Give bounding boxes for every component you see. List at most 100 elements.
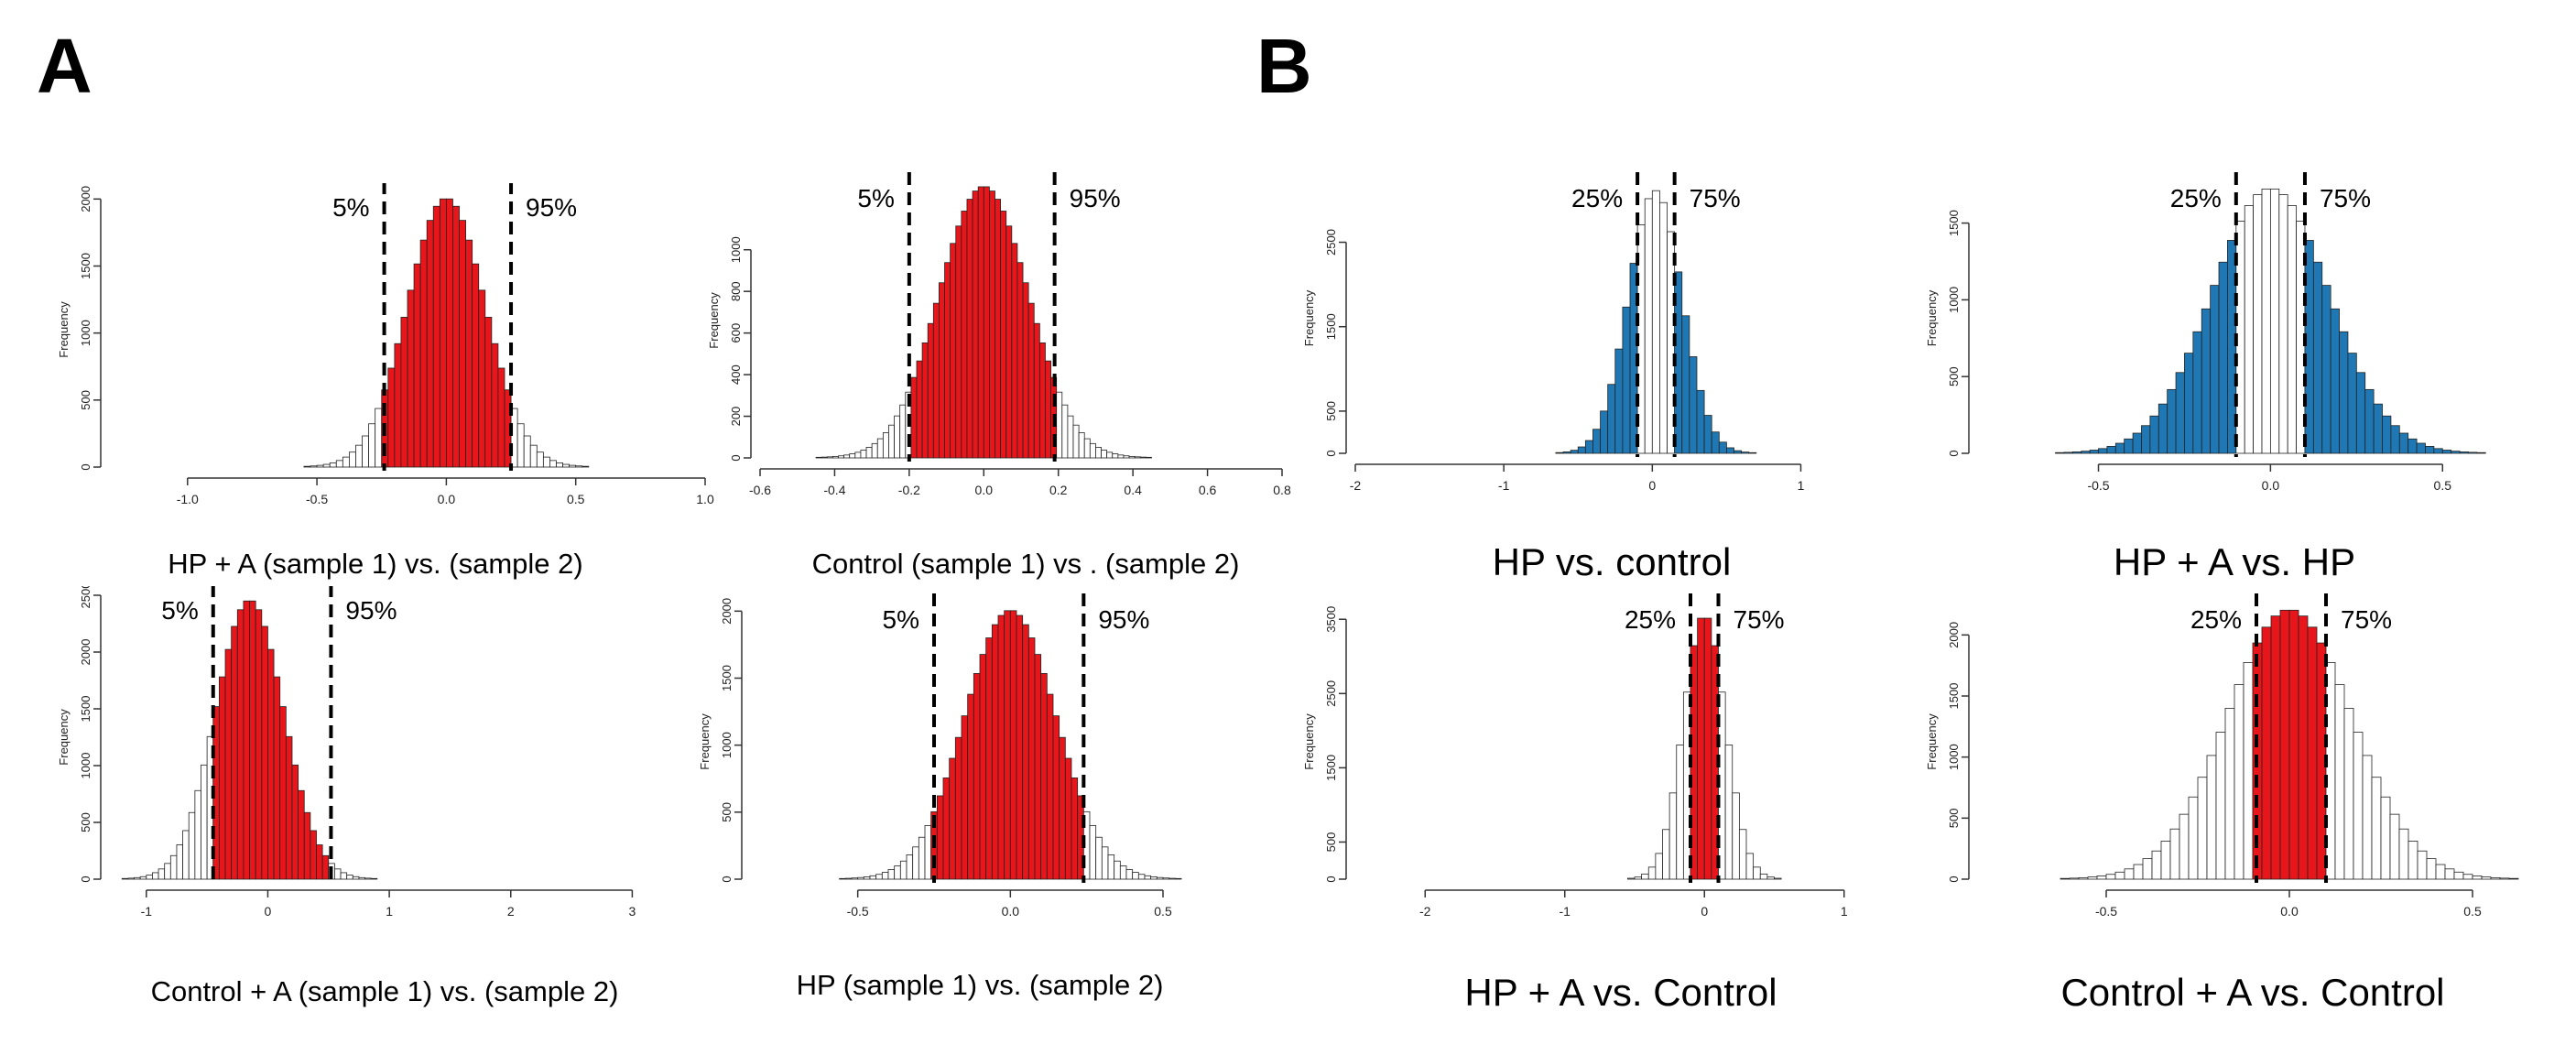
histogram-bar <box>334 868 342 880</box>
x-tick-label: -2 <box>1419 904 1431 919</box>
histogram-bars <box>303 198 590 468</box>
histogram-bar <box>2210 285 2220 454</box>
histogram-bar <box>944 262 951 459</box>
x-tick-label: 0.8 <box>1273 483 1291 497</box>
histogram-bar <box>843 454 851 459</box>
histogram-bar <box>1681 315 1690 454</box>
histogram-bar <box>329 462 337 468</box>
histogram-bar <box>2124 438 2134 454</box>
histogram-bar <box>164 863 171 880</box>
histogram-bar <box>194 789 201 880</box>
histogram-bars <box>839 610 1182 880</box>
histogram-bar <box>2481 876 2492 880</box>
histogram-bar <box>2224 707 2235 880</box>
histogram-bar <box>169 854 178 880</box>
x-tick-label: -2 <box>1350 478 1362 493</box>
percentile-label: 75% <box>1734 605 1785 634</box>
histogram-bar <box>472 263 480 468</box>
histogram-bar <box>478 289 486 468</box>
histogram-bar <box>1555 451 1564 454</box>
y-tick-label: 600 <box>729 323 743 343</box>
histogram-bar <box>1584 440 1593 454</box>
y-tick-label: 500 <box>1947 366 1961 386</box>
y-axis-label: Frequency <box>1925 289 1939 346</box>
y-tick-label: 0 <box>1947 450 1961 456</box>
histogram-bar <box>134 876 141 880</box>
histogram-bar <box>2160 841 2171 880</box>
histogram-bar <box>924 825 932 880</box>
histogram-bar <box>2167 388 2177 454</box>
histogram-bar <box>838 455 845 459</box>
histogram-bar <box>432 205 440 468</box>
histogram-bar <box>1145 456 1152 459</box>
y-tick-label: 0 <box>79 876 92 882</box>
caption-hp-replicates: HP (sample 1) vs. (sample 2) <box>796 969 1164 1001</box>
x-axis: -1.0 -0.5 0.0 0.5 1.0 <box>177 477 714 506</box>
histogram-bar <box>875 874 883 880</box>
caption-hp-a-vs-hp: HP + A vs. HP <box>2113 540 2356 583</box>
histogram-bar <box>352 876 360 880</box>
histogram-bar <box>375 408 383 468</box>
histogram-bars <box>1626 617 1782 880</box>
histogram-bar <box>542 456 550 468</box>
histogram-bar <box>1150 876 1158 880</box>
histogram-bar <box>2269 188 2280 454</box>
y-tick-label: 800 <box>729 281 743 301</box>
histogram-bar <box>218 676 226 880</box>
histogram-bar <box>1046 693 1054 880</box>
panel-label-b: B <box>1256 23 1312 109</box>
y-tick-label: 2500 <box>1324 680 1338 707</box>
histogram-bar <box>2459 451 2469 454</box>
histogram-bar <box>152 872 159 880</box>
histogram-bar <box>188 811 196 880</box>
histogram-bar <box>1644 198 1653 454</box>
histogram-bar <box>497 367 505 468</box>
histogram-bar <box>2330 308 2340 454</box>
histogram-bar <box>1703 415 1712 454</box>
histogram-bar <box>2334 684 2345 880</box>
y-tick-label: 1000 <box>720 732 734 758</box>
histogram-bar <box>575 465 583 468</box>
histogram-bar <box>1703 617 1712 880</box>
histogram-bar <box>1016 615 1024 880</box>
histogram-bar <box>2060 877 2071 880</box>
histogram-bar <box>364 877 372 880</box>
histogram-bar <box>2089 450 2099 454</box>
histogram-bar <box>988 190 995 459</box>
x-tick-label: -1 <box>141 904 153 919</box>
histogram-bar <box>316 844 323 880</box>
histogram-bar <box>1107 854 1115 880</box>
histogram-bar <box>2106 446 2116 454</box>
histogram-bar <box>1697 617 1705 880</box>
histogram-bar <box>249 600 256 880</box>
y-tick-label: 2000 <box>1947 622 1961 648</box>
histogram-bar <box>2197 777 2208 880</box>
histogram-bar <box>894 865 901 880</box>
histogram-bar <box>2132 432 2142 454</box>
histogram-bar <box>316 464 324 468</box>
histogram-bar <box>516 423 525 468</box>
histogram-bar <box>1651 190 1660 454</box>
y-tick-label: 1000 <box>79 753 92 779</box>
histogram-bar <box>2362 755 2373 880</box>
histogram-bar <box>2105 874 2116 880</box>
x-axis: -0.5 0.0 0.5 <box>2087 463 2451 493</box>
histogram-bar <box>2215 732 2226 880</box>
histogram-bar <box>2408 438 2418 454</box>
histogram-bar <box>2298 615 2309 880</box>
histogram-bar <box>821 456 828 459</box>
histogram-bar <box>2261 626 2272 880</box>
histogram-bar <box>1759 873 1768 880</box>
x-tick-label: -1.0 <box>177 492 199 506</box>
x-axis: -0.5 0.0 0.5 <box>2095 889 2482 919</box>
histogram-bar <box>322 463 331 468</box>
x-tick-label: 0.2 <box>1049 483 1068 497</box>
histogram-bar <box>2444 868 2455 880</box>
histogram-bar <box>2499 877 2510 880</box>
histogram-bar <box>1067 415 1074 459</box>
histogram-bar <box>815 456 822 459</box>
histogram-bar <box>231 625 238 880</box>
histogram-bar <box>1655 853 1663 880</box>
histogram-bar <box>979 654 987 880</box>
histogram-bar <box>536 451 544 468</box>
